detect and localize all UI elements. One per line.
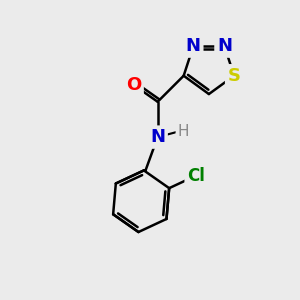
Text: N: N [150, 128, 165, 146]
Text: O: O [126, 76, 141, 94]
Text: H: H [177, 124, 189, 139]
Text: Cl: Cl [187, 167, 205, 185]
Text: S: S [228, 67, 241, 85]
Text: N: N [186, 37, 201, 55]
Text: N: N [217, 37, 232, 55]
